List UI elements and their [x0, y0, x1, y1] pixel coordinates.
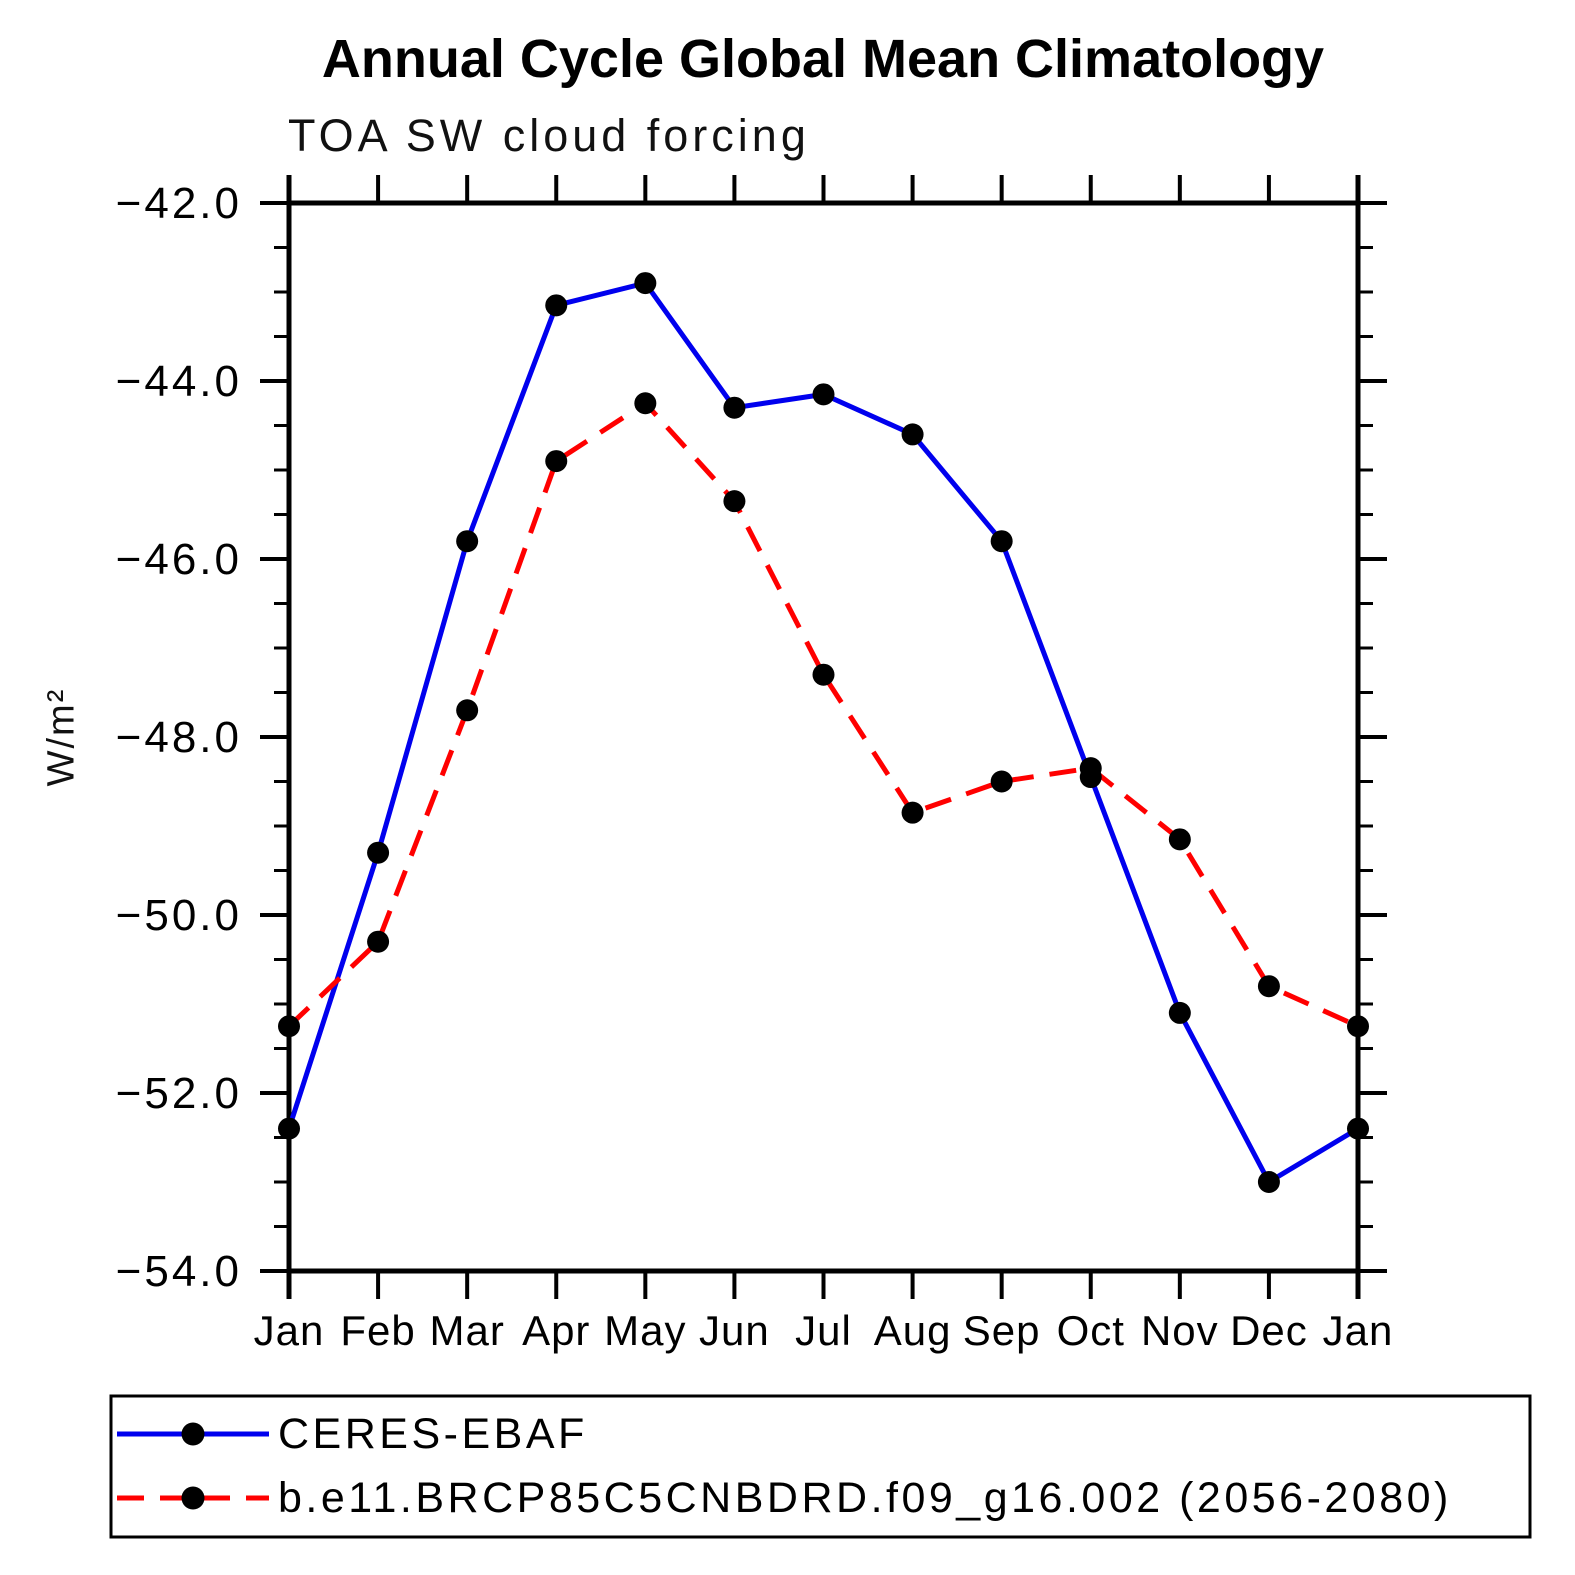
data-point: [812, 663, 835, 686]
x-tick-label: Feb: [340, 1307, 415, 1354]
data-point: [1347, 1117, 1369, 1140]
y-tick-label: −42.0: [116, 179, 242, 228]
y-tick-label: −52.0: [116, 1069, 242, 1118]
y-axis-label: W/m²: [40, 687, 83, 787]
y-tick-label: −46.0: [116, 535, 242, 584]
x-tick-label: Jul: [795, 1307, 852, 1354]
data-point: [990, 770, 1013, 793]
data-point: [634, 272, 657, 295]
x-tick-label: Jun: [699, 1307, 770, 1354]
data-point: [367, 930, 390, 953]
legend-marker-0: [181, 1422, 205, 1446]
y-tick-label: −44.0: [116, 357, 242, 406]
data-point: [723, 490, 746, 513]
y-tick-label: −50.0: [116, 891, 242, 940]
data-point: [1168, 828, 1191, 851]
series-line-1: [287, 400, 1360, 1029]
data-point: [456, 699, 479, 722]
chart-title: Annual Cycle Global Mean Climatology: [321, 29, 1325, 89]
x-tick-label: Nov: [1141, 1307, 1219, 1354]
data-point: [278, 1117, 300, 1140]
data-point: [1347, 1015, 1369, 1038]
data-point: [723, 396, 746, 419]
x-tick-label: Aug: [874, 1307, 952, 1354]
data-point: [901, 801, 924, 824]
y-tick-label: −48.0: [116, 713, 242, 762]
data-point: [990, 530, 1013, 553]
data-point: [901, 423, 924, 446]
x-tick-label: Jan: [1323, 1307, 1394, 1354]
x-tick-label: Dec: [1230, 1307, 1308, 1354]
chart-subtitle: TOA SW cloud forcing: [288, 110, 810, 161]
legend-marker-1: [181, 1486, 205, 1510]
data-point: [1079, 757, 1102, 780]
legend-box: [109, 1394, 1532, 1539]
data-point: [545, 450, 568, 473]
y-tick-label: −54.0: [116, 1247, 242, 1296]
data-point: [1168, 1001, 1191, 1024]
data-point: [1257, 975, 1280, 998]
x-tick-label: Jan: [254, 1307, 325, 1354]
data-point: [634, 392, 657, 415]
x-tick-label: Mar: [429, 1307, 504, 1354]
x-tick-label: Apr: [522, 1307, 590, 1354]
legend-label-0: CERES-EBAF: [278, 1410, 588, 1458]
legend-label-1: b.e11.BRCP85C5CNBDRD.f09_g16.002 (2056-2…: [278, 1474, 1452, 1522]
x-tick-label: May: [604, 1307, 686, 1354]
data-point: [812, 383, 835, 406]
series-line-0: [286, 280, 1360, 1185]
x-tick-label: Sep: [963, 1307, 1041, 1354]
data-point: [367, 841, 390, 864]
data-point: [278, 1015, 300, 1038]
data-point: [545, 294, 568, 317]
data-point: [1257, 1171, 1280, 1193]
data-point: [456, 530, 479, 553]
x-tick-label: Oct: [1057, 1307, 1125, 1354]
